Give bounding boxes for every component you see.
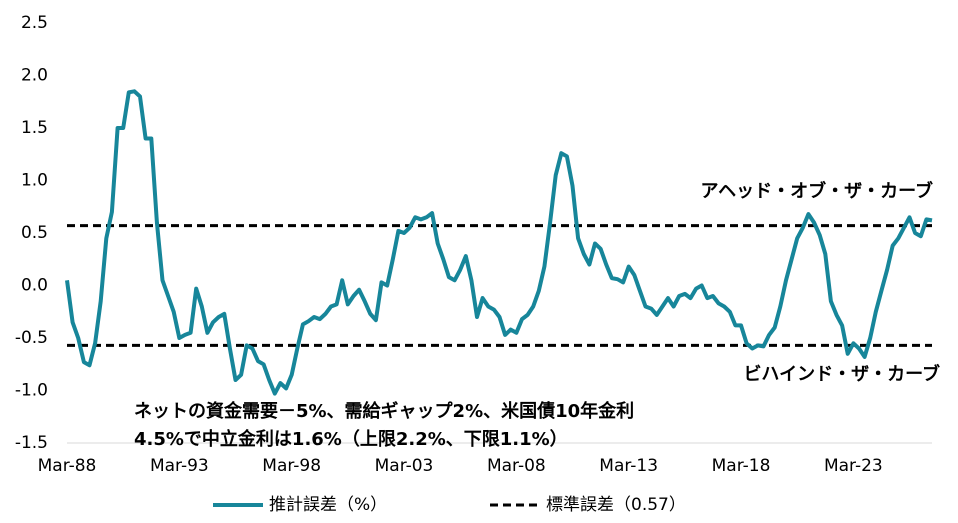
annotation: ビハインド・ザ・カーブ (743, 363, 940, 385)
x-tick-label: Mar-88 (38, 456, 97, 476)
annotation: ネットの資金需要－5%、需給ギャップ2%、米国債10年金利 (134, 400, 634, 422)
x-tick-label: Mar-98 (262, 456, 321, 476)
annotation: アヘッド・オブ・ザ・カーブ (700, 180, 933, 202)
x-tick-label: Mar-13 (599, 456, 658, 476)
y-tick-label: -0.5 (15, 328, 48, 348)
y-tick-label: 2.5 (21, 13, 48, 33)
legend-label: 標準誤差（0.57） (546, 495, 686, 515)
series-line (65, 89, 933, 396)
x-tick-label: Mar-18 (712, 456, 771, 476)
y-tick-label: 1.5 (21, 118, 48, 138)
y-tick-label: 0.5 (21, 223, 48, 243)
legend-label: 推計誤差（%） (269, 495, 387, 515)
x-tick-label: Mar-93 (150, 456, 209, 476)
y-tick-label: -1.5 (15, 433, 48, 453)
y-tick-label: -1.0 (15, 381, 48, 401)
y-tick-label: 0.0 (21, 276, 48, 296)
y-tick-label: 2.0 (21, 66, 48, 86)
x-tick-label: Mar-08 (487, 456, 546, 476)
x-tick-label: Mar-23 (824, 456, 883, 476)
x-tick-label: Mar-03 (375, 456, 434, 476)
annotation: 4.5%で中立金利は1.6%（上限2.2%、下限1.1%） (134, 428, 568, 450)
y-tick-label: 1.0 (21, 171, 48, 191)
